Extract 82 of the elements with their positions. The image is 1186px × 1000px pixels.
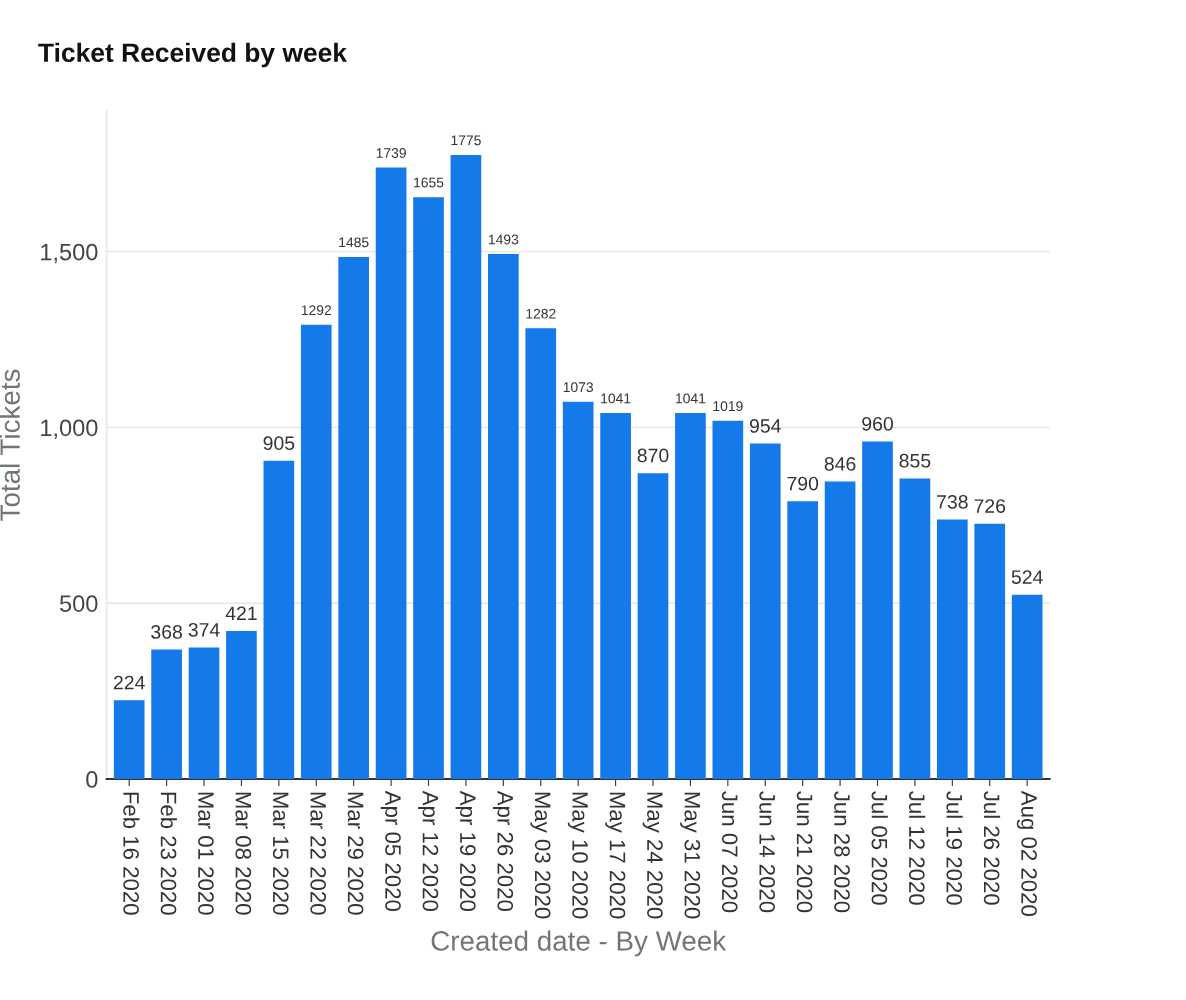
data-label: 1041 xyxy=(676,393,706,404)
data-label: 726 xyxy=(974,499,1006,513)
data-label: 524 xyxy=(1011,570,1043,584)
bar xyxy=(113,700,145,779)
x-tick-label: Mar 08 2020 xyxy=(235,792,252,915)
x-tick-label: Apr 05 2020 xyxy=(380,790,401,912)
data-label: 870 xyxy=(637,448,669,463)
bar xyxy=(151,649,182,779)
data-label: 1739 xyxy=(376,148,406,158)
bar xyxy=(600,413,631,779)
x-tick-label: Feb 16 2020 xyxy=(123,792,140,915)
x-tick-label: Jul 05 2020 xyxy=(871,791,888,905)
x-tick-label: Feb 23 2020 xyxy=(160,792,177,915)
bar xyxy=(188,647,220,779)
x-tick-label: Jun 07 2020 xyxy=(721,791,738,913)
y-tick-label: 500 xyxy=(59,595,98,612)
data-label: 960 xyxy=(862,416,893,431)
bar xyxy=(375,167,407,779)
x-tick-label: May 31 2020 xyxy=(680,792,701,919)
bar xyxy=(450,154,482,779)
data-label: 846 xyxy=(824,457,856,471)
bar xyxy=(936,519,968,779)
bar xyxy=(1011,594,1043,779)
data-label: 790 xyxy=(787,476,819,491)
y-tick-label: 0 xyxy=(86,771,98,788)
data-label: 1493 xyxy=(488,234,519,245)
bar xyxy=(413,197,444,779)
x-tick-label: Jun 14 2020 xyxy=(759,791,776,913)
bar xyxy=(562,401,594,779)
bar xyxy=(712,420,744,779)
data-label: 954 xyxy=(749,419,781,433)
bar xyxy=(974,523,1006,779)
x-tick-label: Mar 15 2020 xyxy=(272,792,289,915)
bar xyxy=(824,481,856,779)
data-label: 738 xyxy=(937,494,968,509)
bar xyxy=(862,441,893,779)
data-label: 421 xyxy=(225,606,257,621)
x-tick-label: May 10 2020 xyxy=(567,792,588,919)
bar xyxy=(525,328,557,779)
bar xyxy=(787,501,819,779)
x-tick-label: Mar 29 2020 xyxy=(347,792,364,915)
data-label: 374 xyxy=(188,622,220,637)
data-label: 855 xyxy=(899,453,931,468)
x-tick-label: Mar 01 2020 xyxy=(198,792,214,915)
chart-title: Ticket Received by week xyxy=(38,42,348,68)
data-label: 1041 xyxy=(601,393,631,404)
bar xyxy=(338,256,370,779)
x-tick-label: May 17 2020 xyxy=(605,792,626,919)
x-tick-label: Jun 21 2020 xyxy=(796,791,813,913)
data-label: 224 xyxy=(113,675,145,690)
x-tick-label: Jun 28 2020 xyxy=(834,791,850,913)
data-label: 1019 xyxy=(713,401,743,412)
bar xyxy=(488,254,519,779)
y-tick-label: 1,000 xyxy=(41,419,98,439)
data-label: 1282 xyxy=(526,308,556,319)
data-label: 368 xyxy=(151,625,182,639)
x-tick-label: May 03 2020 xyxy=(530,792,551,919)
x-tick-label: Aug 02 2020 xyxy=(1016,790,1037,916)
bar xyxy=(749,443,781,779)
bar xyxy=(226,630,257,779)
data-label: 1073 xyxy=(563,382,594,393)
x-tick-label: Jul 12 2020 xyxy=(908,791,926,905)
x-tick-label: Jul 26 2020 xyxy=(983,791,1001,905)
x-tick-label: Apr 26 2020 xyxy=(492,790,514,912)
x-tick-label: Apr 19 2020 xyxy=(455,790,476,912)
data-label: 1485 xyxy=(339,237,369,248)
bar xyxy=(263,460,295,779)
data-label: 1655 xyxy=(414,177,444,188)
bar xyxy=(899,478,931,779)
x-tick-label: Jul 19 2020 xyxy=(946,791,963,905)
data-label: 1775 xyxy=(451,135,481,146)
x-tick-label: Apr 12 2020 xyxy=(418,790,439,912)
y-axis-title: Total Tickets xyxy=(0,369,20,521)
bar xyxy=(637,473,669,779)
x-tick-label: May 24 2020 xyxy=(642,792,663,919)
x-axis-title: Created date - By Week xyxy=(431,930,727,957)
y-tick-label: 1,500 xyxy=(41,243,98,264)
bar xyxy=(300,324,332,779)
bar xyxy=(675,413,706,779)
data-label: 1292 xyxy=(301,305,332,316)
data-label: 905 xyxy=(263,436,295,451)
x-tick-label: Mar 22 2020 xyxy=(310,792,327,915)
